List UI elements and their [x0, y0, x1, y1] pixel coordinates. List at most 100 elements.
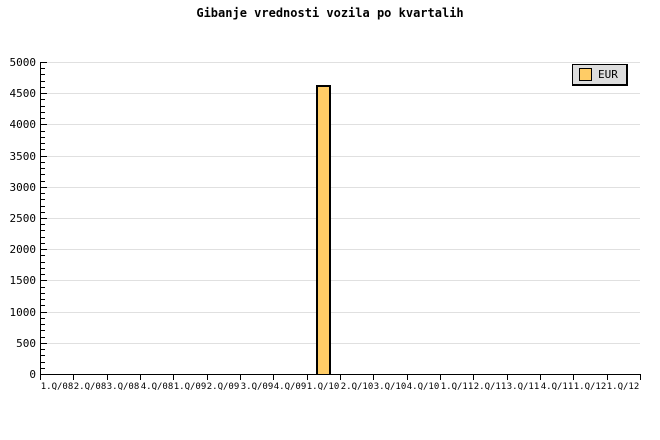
x-category-label: 1.Q/08	[40, 382, 74, 392]
x-category-label: 3.Q/11	[506, 382, 540, 392]
y-minor-tick	[41, 174, 45, 175]
x-category-label: 2.Q/08	[73, 382, 107, 392]
x-category-label: 1.Q/12	[606, 382, 640, 392]
y-minor-tick	[41, 274, 45, 275]
x-boundary-tick	[607, 375, 608, 380]
y-minor-tick	[41, 81, 45, 82]
x-category-label: 1.Q/09	[173, 382, 207, 392]
gridline	[41, 312, 640, 313]
y-minor-tick	[41, 193, 45, 194]
x-boundary-tick	[240, 375, 241, 380]
y-minor-tick	[41, 162, 45, 163]
y-minor-tick	[41, 74, 45, 75]
x-boundary-tick	[340, 375, 341, 380]
x-boundary-tick	[107, 375, 108, 380]
y-minor-tick	[41, 287, 45, 288]
y-minor-tick	[41, 112, 45, 113]
x-boundary-tick	[173, 375, 174, 380]
y-minor-tick	[41, 224, 45, 225]
y-major-tick	[41, 249, 47, 250]
y-tick-label: 1000	[9, 306, 37, 319]
y-tick-label: 500	[16, 337, 36, 350]
y-major-tick	[41, 218, 47, 219]
x-category-label: 3.Q/08	[106, 382, 140, 392]
gridline	[41, 218, 640, 219]
x-category-label: 1.Q/10	[306, 382, 340, 392]
x-boundary-tick	[573, 375, 574, 380]
x-category-label: 4.Q/08	[140, 382, 174, 392]
y-minor-tick	[41, 143, 45, 144]
y-minor-tick	[41, 199, 45, 200]
x-category-label: 3.Q/09	[240, 382, 274, 392]
y-minor-tick	[41, 293, 45, 294]
y-minor-tick	[41, 87, 45, 88]
y-minor-tick	[41, 181, 45, 182]
legend-label: EUR	[598, 68, 618, 81]
y-minor-tick	[41, 149, 45, 150]
y-minor-tick	[41, 168, 45, 169]
y-minor-tick	[41, 355, 45, 356]
y-minor-tick	[41, 349, 45, 350]
y-major-tick	[41, 312, 47, 313]
legend-swatch-icon	[579, 68, 592, 81]
legend: EUR	[572, 64, 628, 86]
x-boundary-tick	[273, 375, 274, 380]
y-major-tick	[41, 156, 47, 157]
x-boundary-tick	[640, 375, 641, 380]
y-tick-label: 5000	[9, 56, 37, 69]
y-major-tick	[41, 62, 47, 63]
x-category-label: 2.Q/09	[206, 382, 240, 392]
y-minor-tick	[41, 137, 45, 138]
gridline	[41, 62, 640, 63]
y-minor-tick	[41, 131, 45, 132]
y-minor-tick	[41, 368, 45, 369]
y-axis-line	[40, 62, 41, 375]
y-minor-tick	[41, 118, 45, 119]
gridline	[41, 280, 640, 281]
gridline	[41, 124, 640, 125]
y-major-tick	[41, 187, 47, 188]
y-tick-label: 3000	[9, 181, 37, 194]
y-minor-tick	[41, 262, 45, 263]
y-major-tick	[41, 280, 47, 281]
y-minor-tick	[41, 68, 45, 69]
x-boundary-tick	[473, 375, 474, 380]
x-boundary-tick	[207, 375, 208, 380]
bar	[316, 85, 331, 374]
x-boundary-tick	[307, 375, 308, 380]
y-minor-tick	[41, 230, 45, 231]
y-minor-tick	[41, 324, 45, 325]
y-minor-tick	[41, 305, 45, 306]
x-boundary-tick	[40, 375, 41, 380]
x-category-label: 1.Q/11	[440, 382, 474, 392]
y-minor-tick	[41, 337, 45, 338]
y-minor-tick	[41, 318, 45, 319]
x-category-label: 3.Q/10	[373, 382, 407, 392]
x-category-label: 4.Q/09	[273, 382, 307, 392]
y-major-tick	[41, 124, 47, 125]
x-boundary-tick	[140, 375, 141, 380]
gridline	[41, 156, 640, 157]
y-tick-label: 1500	[9, 274, 37, 287]
x-boundary-tick	[507, 375, 508, 380]
y-tick-label: 2500	[9, 212, 37, 225]
y-minor-tick	[41, 299, 45, 300]
y-minor-tick	[41, 243, 45, 244]
x-boundary-tick	[73, 375, 74, 380]
y-tick-label: 2000	[9, 243, 37, 256]
y-tick-label: 0	[29, 368, 36, 381]
y-minor-tick	[41, 99, 45, 100]
y-minor-tick	[41, 237, 45, 238]
gridline	[41, 187, 640, 188]
y-tick-label: 3500	[9, 150, 37, 163]
x-boundary-tick	[440, 375, 441, 380]
y-major-tick	[41, 374, 47, 375]
y-major-tick	[41, 93, 47, 94]
x-boundary-tick	[407, 375, 408, 380]
gridline	[41, 93, 640, 94]
chart-title: Gibanje vrednosti vozila po kvartalih	[196, 6, 464, 20]
y-minor-tick	[41, 255, 45, 256]
gridline	[41, 343, 640, 344]
y-minor-tick	[41, 362, 45, 363]
